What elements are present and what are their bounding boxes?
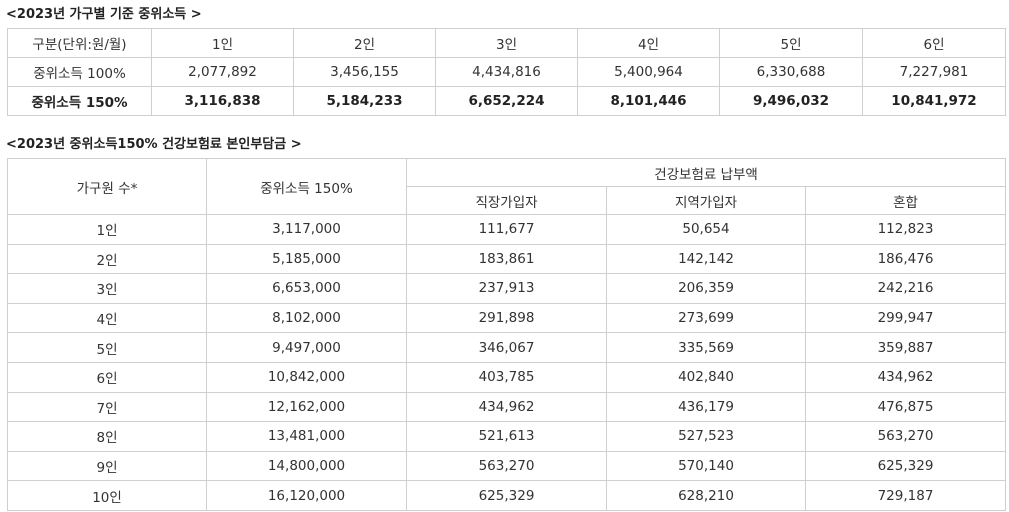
table-cell: 570,140 bbox=[606, 450, 806, 482]
table-cell: 112,823 bbox=[804, 214, 1007, 245]
table-cell: 10,841,972 bbox=[862, 86, 1006, 116]
row-label: 중위소득 100% bbox=[7, 57, 152, 87]
row-label: 2인 bbox=[7, 243, 207, 275]
table-cell: 521,613 bbox=[406, 421, 607, 452]
table-cell: 436,179 bbox=[606, 391, 806, 423]
row-label: 6인 bbox=[7, 361, 207, 393]
table-cell: 434,962 bbox=[804, 361, 1007, 393]
table2-caption: <2023년 중위소득150% 건강보험료 본인부담금 > bbox=[6, 137, 302, 152]
table-cell: 186,476 bbox=[804, 243, 1007, 275]
table-cell: 4,434,816 bbox=[435, 57, 578, 87]
table-cell: 206,359 bbox=[606, 273, 806, 304]
header-household: 가구원 수* bbox=[7, 158, 207, 215]
table-cell: 625,329 bbox=[804, 450, 1007, 482]
table-cell: 628,210 bbox=[606, 480, 806, 511]
table-cell: 5,185,000 bbox=[206, 243, 407, 275]
row-label: 1인 bbox=[7, 214, 207, 245]
table-cell: 13,481,000 bbox=[206, 421, 407, 452]
table-header-row: 구분(단위:원/월) 1인 2인 3인 4인 5인 6인 bbox=[7, 28, 1006, 58]
header-cell: 3인 bbox=[435, 28, 578, 58]
health-insurance-table: 가구원 수* 중위소득 150% 건강보험료 납부액 직장가입자 지역가입자 혼… bbox=[7, 158, 1007, 511]
table-row: 1인 3,117,000 111,677 50,654 112,823 bbox=[7, 214, 1007, 245]
table-cell: 6,652,224 bbox=[435, 86, 578, 116]
row-label: 4인 bbox=[7, 302, 207, 334]
header-cell: 2인 bbox=[293, 28, 436, 58]
table-cell: 299,947 bbox=[804, 302, 1007, 334]
row-label: 8인 bbox=[7, 421, 207, 452]
table-cell: 242,216 bbox=[804, 273, 1007, 304]
table-row: 10인 16,120,000 625,329 628,210 729,187 bbox=[7, 480, 1007, 511]
header-employee: 직장가입자 bbox=[406, 186, 607, 215]
table-cell: 402,840 bbox=[606, 361, 806, 393]
table-cell: 16,120,000 bbox=[206, 480, 407, 511]
table-row: 5인 9,497,000 346,067 335,569 359,887 bbox=[7, 332, 1007, 363]
table-cell: 729,187 bbox=[804, 480, 1007, 511]
header-median-income: 중위소득 150% bbox=[206, 158, 407, 215]
row-label: 10인 bbox=[7, 480, 207, 511]
table-cell: 2,077,892 bbox=[151, 57, 294, 87]
table-row: 9인 14,800,000 563,270 570,140 625,329 bbox=[7, 450, 1007, 482]
table-row: 중위소득 100% 2,077,892 3,456,155 4,434,816 … bbox=[7, 57, 1006, 87]
table-cell: 403,785 bbox=[406, 361, 607, 393]
table-cell: 3,117,000 bbox=[206, 214, 407, 245]
table-cell: 5,400,964 bbox=[577, 57, 720, 87]
table-row: 2인 5,185,000 183,861 142,142 186,476 bbox=[7, 243, 1007, 275]
table-cell: 6,330,688 bbox=[719, 57, 863, 87]
table-cell: 273,699 bbox=[606, 302, 806, 334]
row-label: 5인 bbox=[7, 332, 207, 363]
table-cell: 142,142 bbox=[606, 243, 806, 275]
table-cell: 14,800,000 bbox=[206, 450, 407, 482]
table-cell: 237,913 bbox=[406, 273, 607, 304]
table-cell: 291,898 bbox=[406, 302, 607, 334]
table-cell: 183,861 bbox=[406, 243, 607, 275]
header-cell: 5인 bbox=[719, 28, 863, 58]
table-row: 중위소득 150% 3,116,838 5,184,233 6,652,224 … bbox=[7, 86, 1006, 116]
table-row: 8인 13,481,000 521,613 527,523 563,270 bbox=[7, 421, 1007, 452]
table-cell: 12,162,000 bbox=[206, 391, 407, 423]
header-cell: 6인 bbox=[862, 28, 1006, 58]
row-label: 9인 bbox=[7, 450, 207, 482]
row-label: 3인 bbox=[7, 273, 207, 304]
table-header-row: 가구원 수* 중위소득 150% 건강보험료 납부액 bbox=[7, 158, 1007, 215]
table-cell: 9,496,032 bbox=[719, 86, 863, 116]
table-cell: 7,227,981 bbox=[862, 57, 1006, 87]
header-mixed: 혼합 bbox=[804, 186, 1007, 215]
header-cell: 1인 bbox=[151, 28, 294, 58]
header-cell: 4인 bbox=[577, 28, 720, 58]
table-row: 6인 10,842,000 403,785 402,840 434,962 bbox=[7, 361, 1007, 393]
row-label: 7인 bbox=[7, 391, 207, 423]
header-cell: 구분(단위:원/월) bbox=[7, 28, 152, 58]
table-row: 7인 12,162,000 434,962 436,179 476,875 bbox=[7, 391, 1007, 423]
table-cell: 625,329 bbox=[406, 480, 607, 511]
table-subheader-row: 직장가입자 지역가입자 혼합 bbox=[8, 186, 1007, 215]
table-cell: 10,842,000 bbox=[206, 361, 407, 393]
table-cell: 9,497,000 bbox=[206, 332, 407, 363]
table-cell: 346,067 bbox=[406, 332, 607, 363]
table-cell: 50,654 bbox=[606, 214, 806, 245]
table-cell: 359,887 bbox=[804, 332, 1007, 363]
table-row: 4인 8,102,000 291,898 273,699 299,947 bbox=[7, 302, 1007, 334]
table-cell: 3,116,838 bbox=[151, 86, 294, 116]
table-cell: 111,677 bbox=[406, 214, 607, 245]
table-row: 3인 6,653,000 237,913 206,359 242,216 bbox=[7, 273, 1007, 304]
table-cell: 8,102,000 bbox=[206, 302, 407, 334]
table-cell: 335,569 bbox=[606, 332, 806, 363]
table-cell: 527,523 bbox=[606, 421, 806, 452]
table-cell: 563,270 bbox=[406, 450, 607, 482]
header-premium-group: 건강보험료 납부액 bbox=[405, 158, 1007, 187]
median-income-table: 구분(단위:원/월) 1인 2인 3인 4인 5인 6인 중위소득 100% 2… bbox=[7, 28, 1006, 116]
row-label: 중위소득 150% bbox=[7, 86, 152, 116]
table-cell: 8,101,446 bbox=[577, 86, 720, 116]
table-cell: 563,270 bbox=[804, 421, 1007, 452]
table-cell: 6,653,000 bbox=[206, 273, 407, 304]
table1-caption: <2023년 가구별 기준 중위소득 > bbox=[6, 7, 202, 22]
table-cell: 3,456,155 bbox=[293, 57, 436, 87]
table-cell: 434,962 bbox=[406, 391, 607, 423]
table-cell: 5,184,233 bbox=[293, 86, 436, 116]
header-regional: 지역가입자 bbox=[606, 186, 806, 215]
table-cell: 476,875 bbox=[804, 391, 1007, 423]
